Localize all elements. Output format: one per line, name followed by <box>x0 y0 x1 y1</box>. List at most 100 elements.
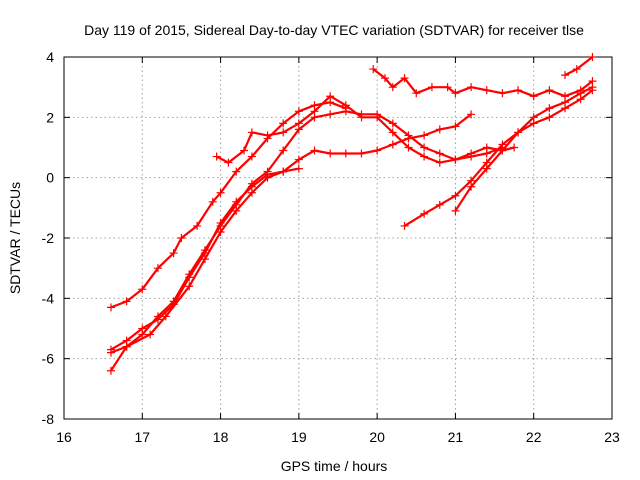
data-point <box>232 167 241 176</box>
data-point <box>326 92 335 101</box>
data-point <box>400 74 409 83</box>
data-point <box>341 101 350 110</box>
data-point <box>412 89 421 98</box>
data-point <box>561 71 570 80</box>
y-tick-label: 0 <box>46 170 54 186</box>
data-point <box>451 155 460 164</box>
series-line <box>110 167 300 372</box>
x-tick-label: 16 <box>56 429 72 445</box>
data-point <box>435 149 444 158</box>
data-point <box>326 110 335 119</box>
y-tick-label: 2 <box>46 109 54 125</box>
data-point <box>106 303 115 312</box>
data-point <box>451 89 460 98</box>
series-line <box>110 101 347 309</box>
series-track-a <box>106 98 350 312</box>
data-point <box>388 128 397 137</box>
data-point <box>153 312 162 321</box>
data-point <box>514 128 523 137</box>
data-point <box>138 330 147 339</box>
data-point <box>561 98 570 107</box>
data-point <box>510 143 519 152</box>
data-point <box>545 104 554 113</box>
data-point <box>263 167 272 176</box>
data-point <box>185 282 194 291</box>
x-tick-label: 18 <box>213 429 229 445</box>
series-line <box>110 113 472 351</box>
x-tick-label: 22 <box>526 429 542 445</box>
data-point <box>482 143 491 152</box>
x-tick-label: 17 <box>134 429 150 445</box>
x-tick-label: 21 <box>448 429 464 445</box>
data-point <box>467 83 476 92</box>
data-point <box>380 74 389 83</box>
data-point <box>279 119 288 128</box>
data-point <box>588 83 597 92</box>
data-point <box>341 149 350 158</box>
data-point <box>294 107 303 116</box>
series-track-b <box>106 164 303 375</box>
data-point <box>153 264 162 273</box>
data-point <box>420 209 429 218</box>
data-point <box>294 164 303 173</box>
data-point <box>294 119 303 128</box>
data-point <box>388 83 397 92</box>
series-line <box>403 89 594 227</box>
data-point <box>200 246 209 255</box>
data-point <box>279 146 288 155</box>
data-point <box>193 221 202 230</box>
data-point <box>529 113 538 122</box>
data-point <box>404 143 413 152</box>
data-point <box>400 221 409 230</box>
data-point <box>294 155 303 164</box>
data-point <box>208 197 217 206</box>
data-point <box>247 152 256 161</box>
grid <box>64 57 612 419</box>
data-point <box>138 285 147 294</box>
y-tick-label: -6 <box>42 351 55 367</box>
data-point <box>169 249 178 258</box>
data-series <box>106 53 597 375</box>
y-tick-label: -2 <box>42 230 55 246</box>
data-point <box>420 131 429 140</box>
data-point <box>420 143 429 152</box>
data-point <box>357 113 366 122</box>
data-point <box>435 125 444 134</box>
data-point <box>224 158 233 167</box>
data-point <box>498 146 507 155</box>
series-line <box>110 110 503 354</box>
chart-title: Day 119 of 2015, Sidereal Day-to-day VTE… <box>84 22 584 38</box>
series-line <box>564 56 594 77</box>
data-point <box>161 312 170 321</box>
data-point <box>451 122 460 131</box>
data-point <box>369 65 378 74</box>
data-point <box>443 83 452 92</box>
x-tick-label: 20 <box>369 429 385 445</box>
data-point <box>279 128 288 137</box>
series-line <box>454 86 593 212</box>
series-track-h <box>451 83 597 215</box>
data-point <box>263 131 272 140</box>
data-point <box>388 140 397 149</box>
data-point <box>482 86 491 95</box>
data-point <box>146 330 155 339</box>
x-axis-label: GPS time / hours <box>281 458 388 474</box>
data-point <box>514 86 523 95</box>
y-tick-label: 4 <box>46 49 54 65</box>
data-point <box>404 131 413 140</box>
data-point <box>216 188 225 197</box>
data-point <box>467 149 476 158</box>
series-track-f <box>369 65 597 101</box>
data-point <box>451 206 460 215</box>
data-point <box>576 89 585 98</box>
data-point <box>247 128 256 137</box>
data-point <box>122 342 131 351</box>
data-point <box>357 149 366 158</box>
series-track-c <box>106 110 476 354</box>
data-point <box>435 158 444 167</box>
y-tick-label: -8 <box>42 411 55 427</box>
x-tick-label: 19 <box>291 429 307 445</box>
y-axis-label: SDTVAR / TECUs <box>7 182 23 294</box>
data-point <box>373 113 382 122</box>
series-line <box>372 68 594 98</box>
